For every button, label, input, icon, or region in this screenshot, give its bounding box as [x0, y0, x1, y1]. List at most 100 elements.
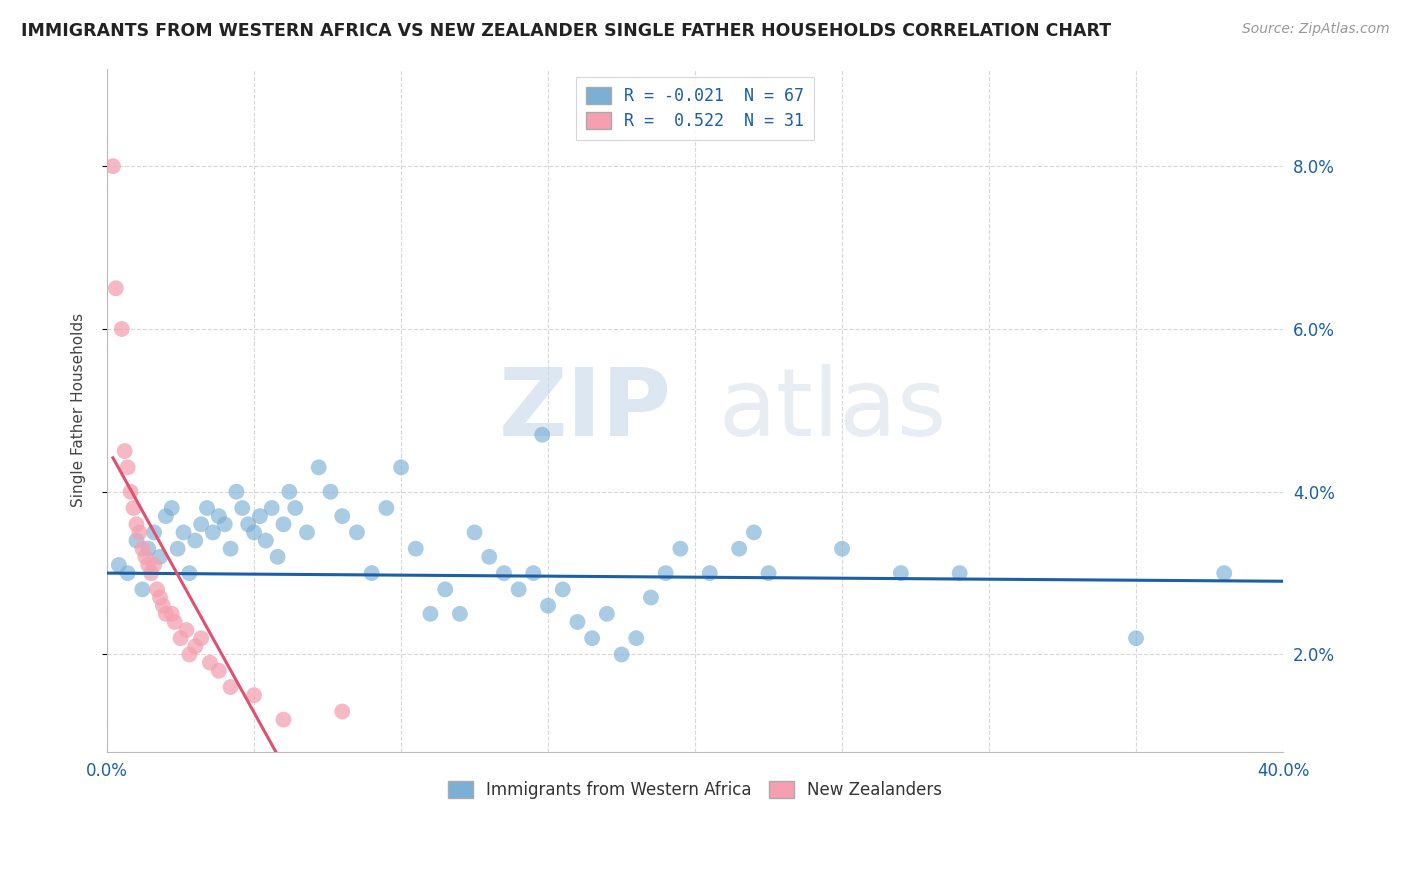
- Point: [201, 525, 224, 540]
- Point: [278, 484, 301, 499]
- Point: [141, 566, 163, 580]
- Point: [208, 509, 231, 524]
- Point: [195, 501, 218, 516]
- Point: [610, 648, 633, 662]
- Point: [243, 688, 266, 702]
- Point: [190, 517, 212, 532]
- Point: [537, 599, 560, 613]
- Point: [131, 582, 153, 597]
- Text: ZIP: ZIP: [499, 364, 672, 457]
- Point: [1213, 566, 1236, 580]
- Point: [125, 517, 148, 532]
- Point: [531, 427, 554, 442]
- Point: [134, 549, 156, 564]
- Text: IMMIGRANTS FROM WESTERN AFRICA VS NEW ZEALANDER SINGLE FATHER HOUSEHOLDS CORRELA: IMMIGRANTS FROM WESTERN AFRICA VS NEW ZE…: [21, 22, 1111, 40]
- Point: [243, 525, 266, 540]
- Point: [184, 533, 207, 548]
- Point: [273, 517, 295, 532]
- Point: [742, 525, 765, 540]
- Point: [117, 566, 139, 580]
- Point: [581, 631, 603, 645]
- Point: [152, 599, 174, 613]
- Point: [176, 623, 198, 637]
- Point: [284, 501, 307, 516]
- Point: [136, 558, 159, 572]
- Point: [949, 566, 972, 580]
- Point: [669, 541, 692, 556]
- Point: [125, 533, 148, 548]
- Point: [225, 484, 247, 499]
- Point: [626, 631, 648, 645]
- Point: [117, 460, 139, 475]
- Point: [596, 607, 619, 621]
- Point: [449, 607, 471, 621]
- Y-axis label: Single Father Households: Single Father Households: [72, 313, 86, 508]
- Point: [155, 607, 177, 621]
- Point: [478, 549, 501, 564]
- Point: [260, 501, 283, 516]
- Point: [699, 566, 721, 580]
- Point: [143, 525, 166, 540]
- Point: [890, 566, 912, 580]
- Point: [101, 159, 124, 173]
- Point: [111, 322, 134, 336]
- Point: [146, 582, 169, 597]
- Point: [375, 501, 398, 516]
- Point: [136, 541, 159, 556]
- Point: [128, 525, 150, 540]
- Point: [166, 541, 188, 556]
- Point: [551, 582, 574, 597]
- Point: [508, 582, 530, 597]
- Point: [434, 582, 457, 597]
- Point: [190, 631, 212, 645]
- Point: [464, 525, 486, 540]
- Point: [160, 501, 183, 516]
- Point: [567, 615, 589, 629]
- Point: [214, 517, 236, 532]
- Text: atlas: atlas: [718, 364, 946, 457]
- Point: [831, 541, 853, 556]
- Point: [405, 541, 427, 556]
- Point: [654, 566, 676, 580]
- Point: [419, 607, 441, 621]
- Point: [346, 525, 368, 540]
- Point: [173, 525, 195, 540]
- Point: [238, 517, 260, 532]
- Point: [758, 566, 780, 580]
- Point: [120, 484, 142, 499]
- Point: [184, 640, 207, 654]
- Point: [231, 501, 253, 516]
- Point: [360, 566, 382, 580]
- Point: [1125, 631, 1147, 645]
- Point: [308, 460, 330, 475]
- Point: [295, 525, 318, 540]
- Point: [640, 591, 662, 605]
- Point: [330, 509, 353, 524]
- Point: [149, 591, 172, 605]
- Point: [155, 509, 177, 524]
- Point: [254, 533, 277, 548]
- Point: [219, 541, 242, 556]
- Point: [219, 680, 242, 694]
- Point: [149, 549, 172, 564]
- Point: [179, 648, 201, 662]
- Point: [163, 615, 186, 629]
- Point: [122, 501, 145, 516]
- Point: [389, 460, 412, 475]
- Point: [249, 509, 271, 524]
- Point: [108, 558, 131, 572]
- Point: [492, 566, 515, 580]
- Text: Source: ZipAtlas.com: Source: ZipAtlas.com: [1241, 22, 1389, 37]
- Point: [319, 484, 342, 499]
- Legend: Immigrants from Western Africa, New Zealanders: Immigrants from Western Africa, New Zeal…: [441, 774, 949, 805]
- Point: [330, 705, 353, 719]
- Point: [198, 656, 221, 670]
- Point: [179, 566, 201, 580]
- Point: [208, 664, 231, 678]
- Point: [131, 541, 153, 556]
- Point: [143, 558, 166, 572]
- Point: [160, 607, 183, 621]
- Point: [104, 281, 127, 295]
- Point: [728, 541, 751, 556]
- Point: [114, 444, 136, 458]
